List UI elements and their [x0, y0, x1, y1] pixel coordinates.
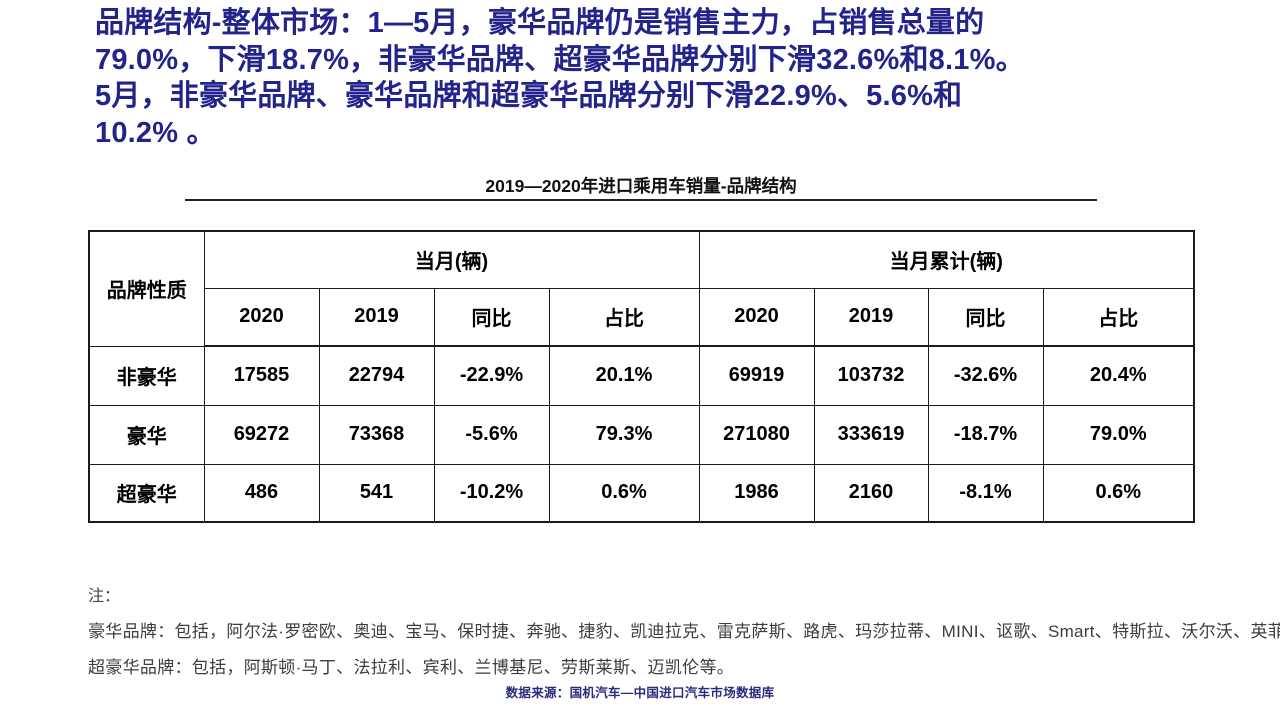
- cell: -22.9%: [433, 345, 550, 406]
- cell: -18.7%: [927, 404, 1044, 465]
- cell: 69919: [698, 345, 815, 406]
- footnotes: 注： 豪华品牌：包括，阿尔法·罗密欧、奥迪、宝马、保时捷、奔驰、捷豹、凯迪拉克、…: [88, 582, 1280, 678]
- note-label: 注：: [88, 588, 121, 605]
- brand-structure-table: 品牌性质 当月(辆) 当月累计(辆) 2020 2019 同比 占比 2020 …: [88, 230, 1195, 523]
- cell: -32.6%: [927, 345, 1044, 406]
- group-header-current-month: 当月(辆): [203, 230, 700, 289]
- cell: 1986: [698, 463, 815, 523]
- cell: 103732: [813, 345, 929, 406]
- table-title: 2019—2020年进口乘用车销量-品牌结构: [485, 176, 797, 196]
- page-title-line-3: 5月，非豪华品牌、豪华品牌和超豪华品牌分别下滑22.9%、5.6%和: [95, 80, 963, 112]
- corner-header: 品牌性质: [88, 230, 205, 347]
- cell: -5.6%: [433, 404, 550, 465]
- note-ultra-luxury-brands: 超豪华品牌：包括，阿斯顿·马丁、法拉利、宾利、兰博基尼、劳斯莱斯、迈凯伦等。: [88, 658, 735, 677]
- table-row-non-luxury: 非豪华 17585 22794 -22.9% 20.1% 69919 10373…: [88, 345, 1195, 406]
- col-header-yoy-cum: 同比: [927, 287, 1044, 347]
- cell: 0.6%: [548, 463, 700, 523]
- cell: -10.2%: [433, 463, 550, 523]
- cell: 271080: [698, 404, 815, 465]
- cell: 333619: [813, 404, 929, 465]
- cell: 79.0%: [1042, 404, 1195, 465]
- cell: 2160: [813, 463, 929, 523]
- note-luxury-brands: 豪华品牌：包括，阿尔法·罗密欧、奥迪、宝马、保时捷、奔驰、捷豹、凯迪拉克、雷克萨…: [88, 622, 1280, 641]
- col-header-yoy-month: 同比: [433, 287, 550, 347]
- sub-header-row: 2020 2019 同比 占比 2020 2019 同比 占比: [89, 287, 1195, 347]
- row-label: 豪华: [88, 404, 205, 465]
- page-title-line-4: 10.2% 。: [95, 116, 216, 149]
- cell: 73368: [318, 404, 435, 465]
- page-title: 品牌结构-整体市场：1—5月，豪华品牌仍是销售主力，占销售总量的 79.0%，下…: [95, 5, 1195, 151]
- group-header-row: 品牌性质 当月(辆) 当月累计(辆): [88, 230, 1195, 347]
- table-title-underline: [185, 199, 1097, 201]
- col-header-share-month: 占比: [548, 287, 700, 347]
- table-row-ultra-luxury: 超豪华 486 541 -10.2% 0.6% 1986 2160 -8.1% …: [88, 463, 1195, 523]
- cell: 541: [318, 463, 435, 523]
- col-header-2020-cum: 2020: [698, 287, 815, 347]
- col-header-share-cum: 占比: [1042, 287, 1195, 347]
- group-header-cumulative: 当月累计(辆): [698, 230, 1195, 289]
- cell: -8.1%: [927, 463, 1044, 523]
- row-label: 非豪华: [88, 345, 205, 406]
- cell: 20.4%: [1042, 345, 1195, 406]
- col-header-2020-month: 2020: [203, 287, 320, 347]
- table-row-luxury: 豪华 69272 73368 -5.6% 79.3% 271080 333619…: [88, 404, 1195, 465]
- data-source: 数据来源：国机汽车—中国进口汽车市场数据库: [505, 686, 775, 700]
- cell: 79.3%: [548, 404, 700, 465]
- cell: 0.6%: [1042, 463, 1195, 523]
- page-title-line-2: 79.0%，下滑18.7%，非豪华品牌、超豪华品牌分别下滑32.6%和8.1%。: [95, 43, 1025, 76]
- col-header-2019-month: 2019: [318, 287, 435, 347]
- cell: 69272: [203, 404, 320, 465]
- cell: 20.1%: [548, 345, 700, 406]
- col-header-2019-cum: 2019: [813, 287, 929, 347]
- page-title-line-1: 品牌结构-整体市场：1—5月，豪华品牌仍是销售主力，占销售总量的: [95, 7, 985, 39]
- cell: 17585: [203, 345, 320, 406]
- cell: 486: [203, 463, 320, 523]
- row-label: 超豪华: [88, 463, 205, 523]
- cell: 22794: [318, 345, 435, 406]
